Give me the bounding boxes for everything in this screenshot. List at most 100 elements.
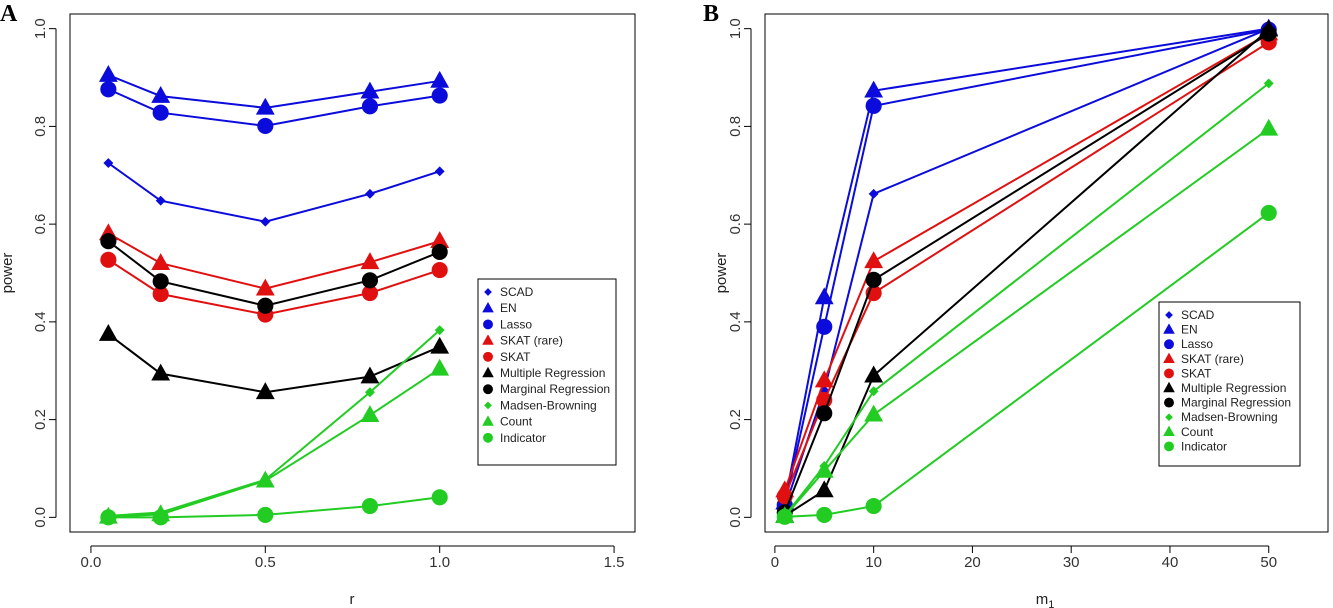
panel-b-legend-label: Marginal Regression [1181, 396, 1291, 410]
panel-b-x-tick-label: 20 [964, 554, 981, 571]
panel-b-point-marginal-regression [816, 405, 833, 422]
panel-a-x-tick-label: 0.5 [255, 554, 276, 571]
panel-a-point-skat [361, 284, 378, 302]
panel-a-legend-marker-skat-rare [482, 334, 494, 345]
panel-a-point-indicator [361, 498, 378, 515]
panel-a-point-skat-rare [360, 252, 380, 270]
panel-b-x-axis: 0 10 20 30 40 50 [771, 545, 1277, 571]
panel-a-legend-label: Indicator [500, 431, 546, 445]
panel-a-legend-item-count: Count [482, 415, 533, 429]
panel-b-legend-label: Indicator [1181, 439, 1227, 453]
panel-a-legend-item-marginal-regression: Marginal Regression [483, 382, 610, 396]
panel-a-point-lasso [100, 81, 117, 98]
panel-b-legend-item-skat: SKAT [1164, 366, 1212, 380]
panel-b-point-indicator [1260, 204, 1277, 221]
panel-a-legend-item-madsen-browning: Madsen-Browning [484, 398, 597, 412]
panel-a-point-count [360, 405, 380, 423]
panel-a-point-multiple-regression [430, 336, 450, 354]
panel-b-point-madsen-browning [868, 386, 879, 397]
panel-a-legend-marker-count [482, 415, 494, 426]
panel-a-legend-label: Marginal Regression [500, 382, 610, 396]
panel-a-legend-label: SKAT (rare) [500, 334, 563, 348]
panel-a-legend-marker-lasso [483, 319, 493, 330]
panel-a-series-scad [103, 158, 445, 227]
panel-a-y-axis-label: power [0, 253, 16, 294]
panel-a-y-tick-label: 0.0 [32, 507, 49, 528]
panel-b-legend-label: Madsen-Browning [1181, 410, 1278, 424]
panel-b: B 0 10 20 30 40 50 0.0 0.2 0.4 0.6 0.8 1.0 m1 powe… [703, 1, 1329, 608]
panel-b-line-marginal-regression [783, 32, 1270, 513]
panel-b-point-indicator [816, 506, 833, 523]
panel-a-x-tick-label: 1.0 [429, 554, 450, 571]
panel-a-point-en [430, 70, 450, 88]
panel-a-point-lasso [361, 98, 378, 115]
panel-a-legend-label: SKAT [500, 350, 531, 364]
panel-b-line-lasso [783, 28, 1269, 506]
panel-a-point-madsen-browning [364, 387, 375, 398]
panel-a-legend-label: Multiple Regression [500, 366, 605, 380]
panel-a-line-multiple-regression [107, 333, 441, 394]
panel-b-point-marginal-regression [865, 271, 882, 288]
panel-b-point-count [1259, 118, 1279, 136]
panel-b-y-tick-label: 0.4 [727, 311, 744, 332]
panel-b-legend-marker-scad [1165, 311, 1173, 319]
panel-b-point-skat-rare [814, 370, 834, 388]
panel-a-point-lasso [257, 117, 274, 134]
panel-a-series-en [98, 65, 450, 115]
panel-b-line-count [783, 128, 1270, 518]
panel-a-point-multiple-regression [360, 366, 380, 384]
panel-b-point-multiple-regression [814, 480, 834, 498]
panel-b-legend-box [1158, 301, 1301, 467]
panel-b-legend-label: SKAT (rare) [1181, 352, 1244, 366]
panel-b-legend-item-lasso: Lasso [1164, 337, 1213, 351]
panel-b-point-marginal-regression [1260, 25, 1277, 42]
panel-a-line-scad [107, 162, 440, 223]
panel-a-x-axis-label: r [350, 591, 355, 608]
panel-b-x-axis-label-main: m [1036, 591, 1049, 608]
panel-a-legend-item-lasso: Lasso [483, 317, 532, 331]
panel-b-legend-label: SKAT [1181, 366, 1212, 380]
panel-b-point-en [864, 80, 884, 98]
panel-a-point-madsen-browning [434, 325, 445, 336]
panel-b-y-axis-label: power [713, 253, 730, 294]
panel-a-legend-item-multiple-regression: Multiple Regression [482, 366, 605, 380]
panel-a-legend-item-indicator: Indicator [483, 431, 546, 445]
panel-b-legend-label: SCAD [1181, 308, 1215, 322]
panel-b-legend-item-multiple-regression: Multiple Regression [1163, 381, 1286, 395]
panel-a-series-lasso [100, 81, 448, 134]
panel-a-point-multiple-regression [151, 363, 171, 381]
panel-b-legend-marker-madsen-browning [1165, 413, 1173, 422]
panel-a-point-skat-rare [151, 253, 171, 271]
panel-a-point-scad [364, 188, 375, 199]
panel-a-y-tick-label: 0.4 [32, 311, 49, 332]
panel-b-point-multiple-regression [864, 365, 884, 383]
panel-b-y-axis: 0.0 0.2 0.4 0.6 0.8 1.0 [727, 18, 752, 528]
panel-b-point-scad [868, 188, 879, 199]
panel-b-y-tick-label: 0.2 [727, 409, 744, 430]
panel-a-point-en [151, 86, 171, 103]
panel-a-point-en [255, 97, 275, 115]
panel-a-point-scad [260, 216, 271, 227]
panel-a-legend-marker-marginal-regression [483, 384, 493, 395]
panel-b-legend-marker-en [1163, 323, 1175, 334]
panel-b-legend-item-marginal-regression: Marginal Regression [1164, 396, 1291, 410]
panel-b-y-tick-label: 1.0 [727, 18, 744, 39]
panel-b-series-indicator [776, 204, 1277, 525]
panel-a-legend-item-skat-rare: SKAT (rare) [482, 334, 563, 348]
panel-a-point-scad [103, 158, 114, 168]
panel-a-point-multiple-regression [98, 324, 118, 341]
panel-b-legend-label: EN [1181, 323, 1198, 337]
panel-b-x-axis-label: m1 [1036, 591, 1055, 608]
panel-a-series-indicator [100, 489, 448, 526]
panel-a-point-skat-rare [255, 278, 275, 296]
panel-a-point-en [360, 81, 380, 99]
panel-b-legend-marker-indicator [1164, 441, 1174, 452]
panel-a-point-skat-rare [430, 231, 450, 249]
panel-a-legend-label: Count [500, 415, 533, 429]
panel-a-line-madsen-browning [108, 329, 441, 517]
panel-a-legend-marker-madsen-browning [484, 401, 492, 410]
panel-a-point-indicator [100, 509, 117, 526]
panel-b-point-indicator [776, 508, 793, 525]
panel-a-legend-marker-scad [484, 288, 492, 296]
